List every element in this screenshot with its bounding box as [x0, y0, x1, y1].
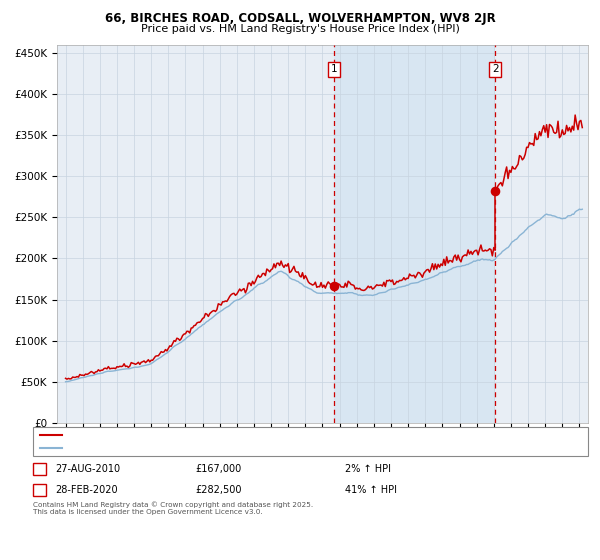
Text: 2% ↑ HPI: 2% ↑ HPI: [345, 464, 391, 474]
Text: £167,000: £167,000: [195, 464, 241, 474]
Text: Contains HM Land Registry data © Crown copyright and database right 2025.
This d: Contains HM Land Registry data © Crown c…: [33, 502, 313, 515]
Text: 27-AUG-2010: 27-AUG-2010: [55, 464, 121, 474]
Text: 28-FEB-2020: 28-FEB-2020: [55, 485, 118, 495]
Text: HPI: Average price, semi-detached house, South Staffordshire: HPI: Average price, semi-detached house,…: [68, 444, 338, 452]
Point: [329, 281, 339, 290]
Text: 2: 2: [37, 485, 43, 495]
Text: 1: 1: [331, 64, 337, 74]
Text: Price paid vs. HM Land Registry's House Price Index (HPI): Price paid vs. HM Land Registry's House …: [140, 24, 460, 34]
Text: 41% ↑ HPI: 41% ↑ HPI: [345, 485, 397, 495]
Text: 2: 2: [492, 64, 499, 74]
Text: 66, BIRCHES ROAD, CODSALL, WOLVERHAMPTON, WV8 2JR (semi-detached house): 66, BIRCHES ROAD, CODSALL, WOLVERHAMPTON…: [68, 431, 430, 440]
Bar: [334, 45, 495, 423]
Text: 1: 1: [37, 464, 43, 474]
Point: [490, 186, 500, 195]
Text: 66, BIRCHES ROAD, CODSALL, WOLVERHAMPTON, WV8 2JR: 66, BIRCHES ROAD, CODSALL, WOLVERHAMPTON…: [104, 12, 496, 25]
Text: £282,500: £282,500: [195, 485, 241, 495]
